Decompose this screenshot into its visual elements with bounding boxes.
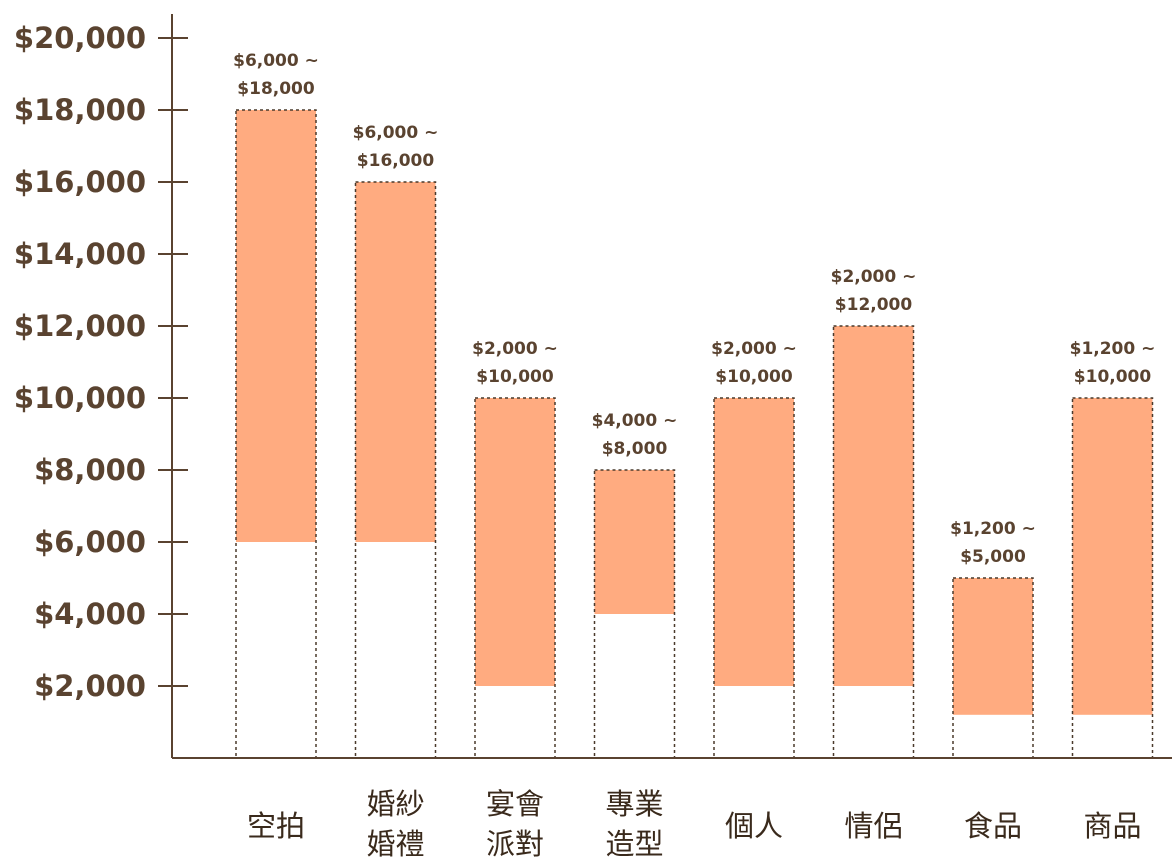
category-label-line: 造型 [605, 827, 663, 861]
bar-range-label-max: $10,000 [715, 367, 793, 387]
category-label: 商品 [1083, 809, 1141, 843]
bar-range-label-min: $2,000 ~ [831, 267, 917, 287]
bar-base-segment [1072, 714, 1153, 758]
y-tick-label: $6,000 [34, 525, 146, 559]
y-tick-label: $12,000 [14, 309, 146, 343]
bar-range-label-max: $12,000 [835, 295, 913, 315]
y-tick-label: $14,000 [14, 237, 146, 271]
bar-range-label-min: $1,200 ~ [950, 519, 1036, 539]
bar-range-segment [1072, 398, 1153, 715]
bar-base-segment [953, 714, 1033, 758]
bar-range-label-min: $4,000 ~ [592, 411, 678, 431]
bar-range-segment [714, 398, 794, 686]
category-label: 情侶 [844, 809, 902, 843]
bar-range-label-max: $10,000 [1074, 367, 1152, 387]
category-label-line: 宴會 [486, 787, 544, 821]
bar-range-segment [355, 182, 436, 542]
y-ticks-group: $2,000 $4,000 $6,000 $8,000 $10,000 $12,000 $1… [14, 21, 188, 703]
bar-range-segment [833, 326, 914, 686]
y-tick-label: $18,000 [14, 93, 146, 127]
y-tick-label: $10,000 [14, 381, 146, 415]
axes-group [171, 14, 1172, 759]
bar-range-label-max: $16,000 [357, 151, 435, 171]
bar-range-label-max: $18,000 [237, 79, 315, 99]
y-tick-label: $4,000 [34, 597, 146, 631]
bar-range-label-max: $10,000 [476, 367, 554, 387]
bar-range-label-min: $6,000 ~ [353, 123, 439, 143]
y-tick-label: $8,000 [34, 453, 146, 487]
category-label: 空拍 [247, 809, 305, 843]
category-label-line: 派對 [486, 827, 544, 861]
bars-group [235, 109, 1154, 759]
bar-range-label-min: $1,200 ~ [1070, 339, 1156, 359]
y-tick-label: $20,000 [14, 21, 146, 55]
bar-base-segment [236, 542, 316, 758]
bar-range-segment [236, 110, 316, 542]
bar-range-label-max: $8,000 [602, 439, 668, 459]
bar-range-label-min: $2,000 ~ [711, 339, 797, 359]
category-label: 食品 [964, 809, 1022, 843]
bar-base-segment [833, 686, 914, 758]
bar-range-label-max: $5,000 [960, 547, 1026, 567]
category-label-line: 婚禮 [366, 827, 424, 861]
category-label: 個人 [725, 809, 783, 843]
bar-range-label-min: $6,000 ~ [233, 51, 319, 71]
bar-range-segment [953, 578, 1033, 715]
y-tick-label: $16,000 [14, 165, 146, 199]
data-labels-group: $6,000 ~ $18,000 $6,000 ~ $16,000 $2,000 ~ $1… [233, 51, 1155, 567]
category-label-line: 婚紗 [366, 787, 424, 821]
bar-range-segment [475, 398, 555, 686]
bar-base-segment [475, 686, 555, 758]
category-label-line: 專業 [605, 787, 663, 821]
y-tick-label: $2,000 [34, 669, 146, 703]
bar-base-segment [355, 542, 436, 758]
bar-range-label-min: $2,000 ~ [472, 339, 558, 359]
bar-range-segment [594, 470, 675, 614]
bar-base-segment [714, 686, 794, 758]
bar-base-segment [594, 614, 675, 758]
